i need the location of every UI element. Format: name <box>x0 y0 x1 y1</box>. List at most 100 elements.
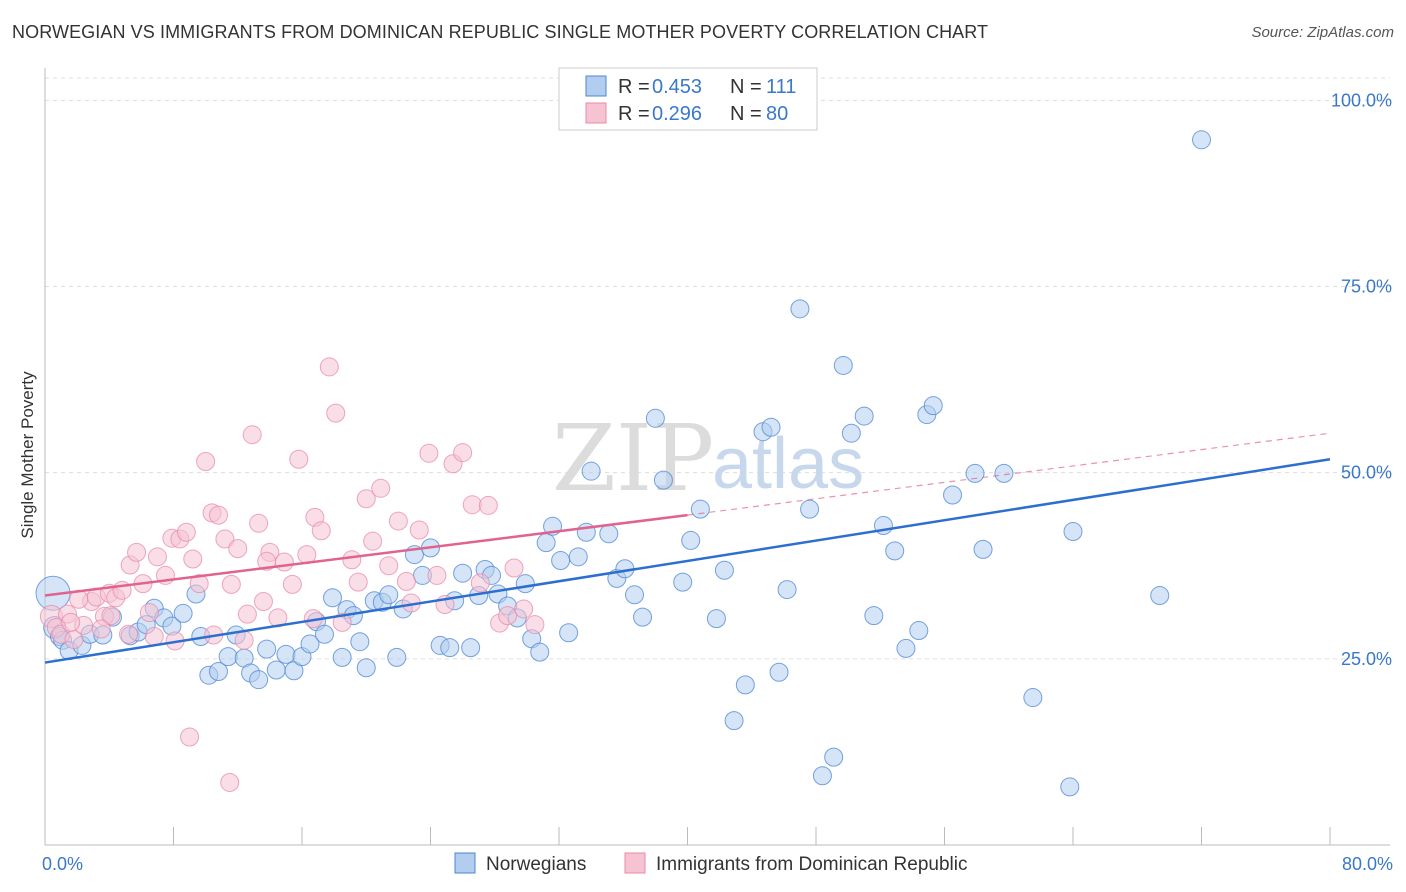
point-norwegians <box>266 660 286 680</box>
point-dominican <box>462 495 482 515</box>
point-dominican <box>427 565 447 585</box>
point-norwegians <box>173 603 193 623</box>
point-dominican <box>215 529 235 549</box>
point-dominican <box>144 626 164 646</box>
point-norwegians <box>1023 688 1043 708</box>
point-norwegians <box>515 574 535 594</box>
point-norwegians <box>208 661 228 681</box>
point-dominican <box>274 552 294 572</box>
legend-r-value: 0.453 <box>652 76 702 98</box>
point-norwegians <box>379 585 399 605</box>
stats-legend: R = 0.453 N = 111 R = 0.296 N = 80 <box>558 67 818 131</box>
x-tick-label: 80.0% <box>1342 854 1393 874</box>
y-tick-label: 75.0% <box>1341 277 1392 297</box>
point-norwegians <box>973 539 993 559</box>
axis-layer <box>44 68 1390 846</box>
point-dominican <box>234 630 254 650</box>
point-dominican <box>396 571 416 591</box>
point-dominican <box>242 425 262 445</box>
point-norwegians <box>284 661 304 681</box>
point-dominican <box>289 449 309 469</box>
point-dominican <box>127 542 147 562</box>
chart-source: Source: ZipAtlas.com <box>1251 24 1394 41</box>
point-norwegians <box>690 499 710 519</box>
tick-labels: 25.0% 50.0% 75.0% 100.0% 0.0% 80.0% <box>42 90 1393 874</box>
point-norwegians <box>218 647 238 667</box>
point-norwegians <box>833 355 853 375</box>
point-dominican <box>221 574 241 594</box>
legend-swatch-dominican <box>624 852 646 874</box>
point-norwegians <box>653 470 673 490</box>
point-dominican <box>208 505 228 525</box>
point-dominican <box>176 522 196 542</box>
point-dominican <box>257 551 277 571</box>
trendline-dominican <box>44 513 688 597</box>
point-dominican <box>332 612 352 632</box>
y-tick-label: 100.0% <box>1331 90 1392 110</box>
point-norwegians <box>387 647 407 667</box>
point-norwegians <box>633 607 653 627</box>
point-norwegians <box>356 658 376 678</box>
point-norwegians <box>681 530 701 550</box>
point-norwegians <box>824 747 844 767</box>
point-dominican <box>409 520 429 540</box>
point-norwegians <box>1150 586 1170 606</box>
point-norwegians <box>812 766 832 786</box>
point-dominican <box>470 573 490 593</box>
point-norwegians <box>841 423 861 443</box>
trendline-norwegians <box>44 458 1331 664</box>
point-dominican <box>91 619 111 639</box>
point-norwegians <box>896 638 916 658</box>
point-norwegians <box>724 711 744 731</box>
legend-r-value: 0.296 <box>652 103 702 125</box>
series-legend: Norwegians Immigrants from Dominican Rep… <box>454 852 968 875</box>
legend-n-label: N = <box>730 103 762 125</box>
point-dominican <box>101 606 121 626</box>
point-norwegians <box>909 621 929 641</box>
point-norwegians <box>923 396 943 416</box>
point-norwegians <box>440 638 460 658</box>
point-norwegians <box>300 634 320 654</box>
point-dominican <box>311 521 331 541</box>
point-norwegians <box>599 524 619 544</box>
point-dominican <box>196 452 216 471</box>
point-dominican <box>478 495 498 515</box>
point-dominican <box>419 443 439 463</box>
point-dominican <box>253 591 273 611</box>
point-dominican <box>61 612 81 632</box>
point-norwegians <box>624 585 644 605</box>
x-tick-label: 0.0% <box>42 854 83 874</box>
point-norwegians <box>645 408 665 428</box>
watermark-atlas: atlas <box>712 424 864 504</box>
point-norwegians <box>257 639 277 659</box>
point-norwegians <box>735 675 755 695</box>
point-dominican <box>237 604 257 624</box>
point-norwegians <box>581 461 601 481</box>
y-axis-label: Single Mother Poverty <box>18 371 37 539</box>
point-dominican <box>147 547 167 567</box>
legend-label-dominican: Immigrants from Dominican Republic <box>656 854 968 875</box>
point-dominican <box>379 556 399 576</box>
point-dominican <box>453 443 473 463</box>
point-norwegians <box>777 580 797 600</box>
point-norwegians <box>249 670 269 690</box>
point-norwegians <box>332 647 352 667</box>
point-norwegians <box>323 588 343 608</box>
point-dominican <box>348 572 368 592</box>
point-dominican <box>498 606 518 626</box>
point-dominican <box>326 403 346 423</box>
point-norwegians <box>559 623 579 643</box>
y-tick-label: 25.0% <box>1341 649 1392 669</box>
point-dominican <box>319 357 339 377</box>
point-dominican <box>371 478 391 498</box>
point-norwegians <box>314 624 334 644</box>
y-tick-label: 50.0% <box>1341 463 1392 483</box>
point-norwegians <box>1060 777 1080 797</box>
point-dominican <box>388 511 408 531</box>
point-dominican <box>363 531 383 551</box>
point-dominican <box>504 558 524 578</box>
point-norwegians <box>714 560 734 580</box>
point-dominican <box>119 624 139 644</box>
point-norwegians <box>536 533 556 553</box>
